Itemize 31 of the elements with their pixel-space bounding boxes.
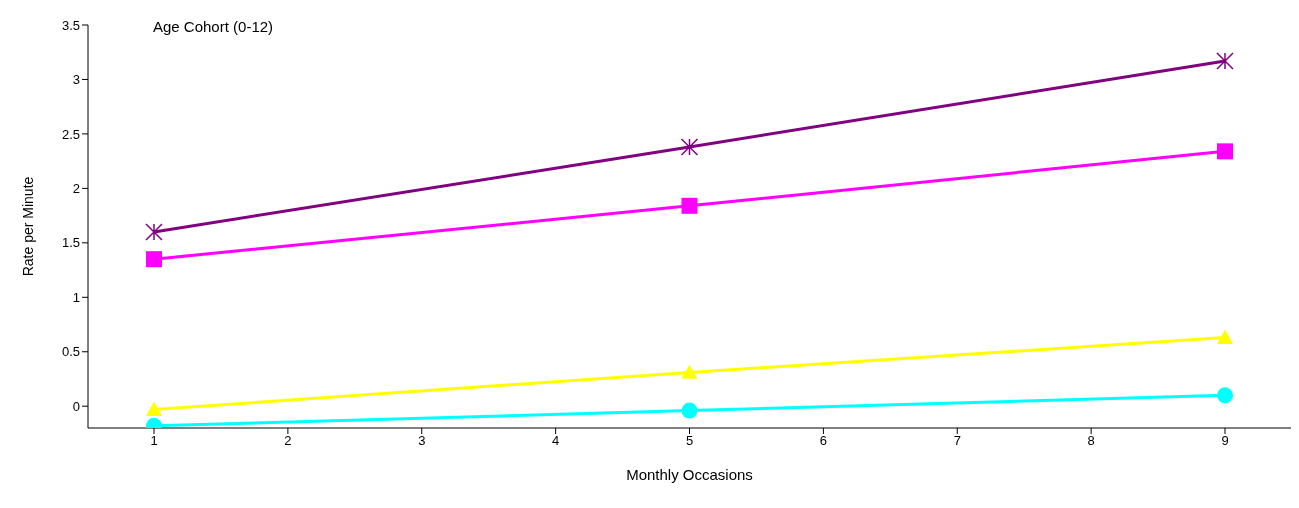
point <box>146 251 162 268</box>
y-axis-title: Rate per Minute <box>19 176 36 277</box>
point <box>145 223 163 241</box>
x-tick-label: 3 <box>418 433 426 449</box>
point <box>681 402 698 419</box>
y-tick-label: 3 <box>72 72 80 88</box>
y-tick-label: 0.5 <box>61 344 80 360</box>
y-tick-label: 2.5 <box>61 126 80 142</box>
point <box>681 197 698 214</box>
point <box>1217 329 1233 344</box>
x-tick-label: 9 <box>1221 433 1229 449</box>
point <box>1217 387 1233 404</box>
x-tick-label: 8 <box>1087 433 1095 449</box>
point <box>680 138 699 156</box>
y-tick-label: 1 <box>72 289 80 305</box>
x-tick-label: 6 <box>819 433 827 449</box>
y-tick-label: 2 <box>72 180 80 196</box>
x-tick-label: 7 <box>953 433 961 449</box>
x-tick-label: 1 <box>150 433 158 449</box>
point <box>1216 52 1234 70</box>
point <box>146 401 162 416</box>
y-tick-label: 0 <box>72 398 80 414</box>
x-axis-title: Monthly Occasions <box>626 466 753 483</box>
annotation: Age Cohort (0-12) <box>153 18 274 35</box>
point <box>681 364 698 379</box>
x-tick-label: 4 <box>552 433 560 449</box>
y-tick-label: 3.5 <box>61 17 80 33</box>
y-tick-label: 1.5 <box>61 235 80 251</box>
x-tick-label: 2 <box>284 433 292 449</box>
point <box>1217 143 1233 160</box>
x-tick-label: 5 <box>685 433 694 449</box>
